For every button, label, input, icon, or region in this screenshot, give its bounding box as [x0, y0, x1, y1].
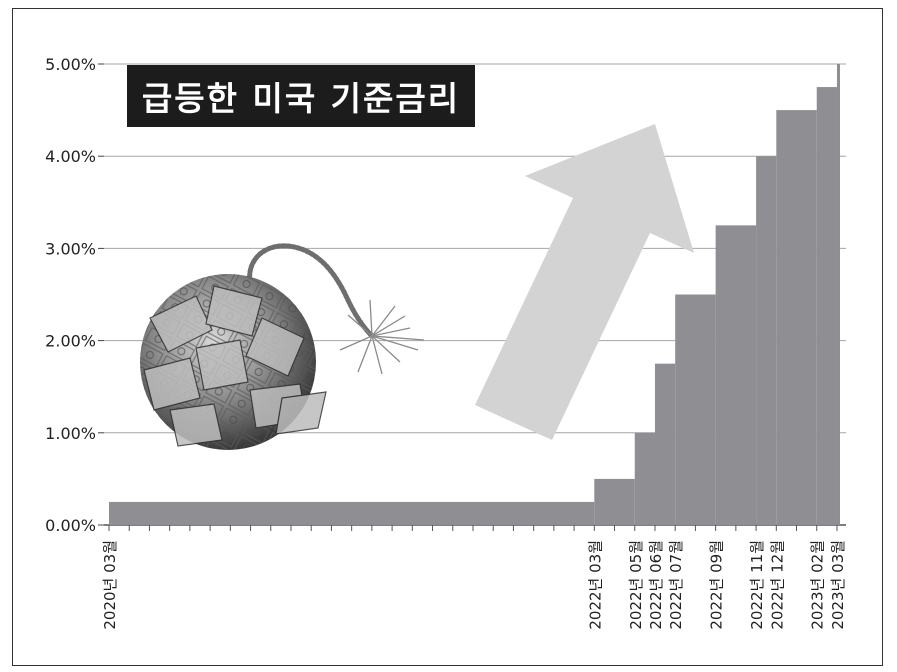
- rate-step-bar: [715, 225, 757, 525]
- bomb-bills-icon: [143, 285, 327, 447]
- rate-step-bar: [836, 64, 840, 525]
- y-axis: 0.00% 1.00% 2.00% 3.00% 4.00% 5.00%: [45, 55, 838, 535]
- rate-step-bar: [675, 294, 716, 525]
- rate-step-bar: [594, 478, 635, 525]
- rate-step-bar: [654, 363, 676, 525]
- y-tick-label: 2.00%: [45, 332, 96, 351]
- fuse-icon: [247, 243, 375, 339]
- x-tick-label: 2022년 05월: [627, 540, 645, 630]
- up-arrow-icon: [475, 124, 694, 440]
- rate-step-bar: [816, 87, 837, 526]
- rate-step-bar: [634, 432, 655, 525]
- x-tick-label: 2020년 03월: [101, 540, 119, 630]
- spark-icon: [339, 299, 425, 375]
- rate-step-bar: [109, 501, 595, 525]
- y-tick-label: 1.00%: [45, 424, 96, 443]
- x-tick-label: 2022년 03월: [586, 540, 604, 630]
- x-tick-label: 2022년 06월: [647, 540, 665, 630]
- x-tick-label: 2023년 03월: [829, 540, 847, 630]
- rate-bars: [109, 64, 840, 526]
- x-tick-label: 2022년 12월: [768, 540, 786, 630]
- money-bomb-illustration: [140, 243, 425, 450]
- y-tick-label: 5.00%: [45, 55, 96, 74]
- chart-title: 급등한 미국 기준금리: [141, 79, 461, 118]
- up-arrow: [475, 124, 694, 440]
- x-tick-label: 2022년 11월: [748, 540, 766, 630]
- chart-title-box: 급등한 미국 기준금리: [127, 65, 475, 127]
- y-tick-label: 3.00%: [45, 239, 96, 258]
- x-axis-labels: 2020년 03월 2022년 03월 2022년 05월 2022년 06월 2022…: [101, 540, 847, 630]
- rate-step-bar: [756, 156, 777, 525]
- x-tick-label: 2023년 02월: [809, 540, 827, 630]
- x-tick-label: 2022년 09월: [708, 540, 726, 630]
- y-tick-label: 0.00%: [45, 516, 96, 535]
- rate-step-bar: [776, 110, 817, 525]
- y-tick-label: 4.00%: [45, 147, 96, 166]
- x-tick-label: 2022년 07월: [667, 540, 685, 630]
